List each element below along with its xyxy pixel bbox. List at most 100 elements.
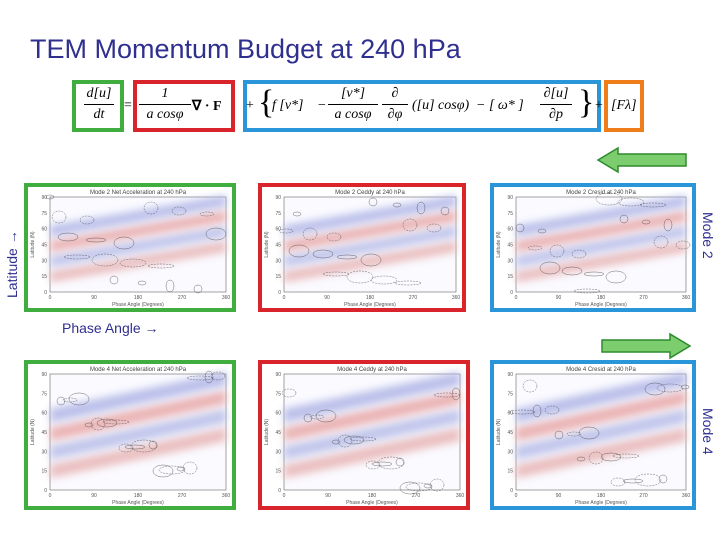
y-tick-label: 60 — [41, 227, 47, 233]
x-tick-label: 0 — [283, 295, 286, 301]
y-tick-label: 15 — [507, 274, 513, 280]
mode4-label: Mode 4 — [700, 408, 716, 455]
y-tick-label: 75 — [275, 391, 281, 397]
y-tick-label: 90 — [507, 372, 513, 378]
divergence-operator: ∇ · F — [192, 99, 222, 114]
figure-panel-row2-1: 90 75 60 45 30 15 0 0 90 180 270 360 Phase Angle (De… — [24, 360, 236, 510]
y-axis-label: Latitude (N) — [30, 419, 36, 445]
x-tick-label: 0 — [515, 295, 518, 301]
x-tick-label: 360 — [222, 295, 231, 301]
y-tick-label: 90 — [41, 372, 47, 378]
partial-p-fraction: ∂[u] ∂p — [540, 86, 572, 123]
y-tick-label: 15 — [41, 469, 47, 475]
y-tick-label: 45 — [507, 430, 513, 436]
y-tick-label: 0 — [278, 488, 281, 494]
x-axis-label: Phase Angle (Degrees) — [575, 302, 627, 308]
x-tick-label: 0 — [515, 493, 518, 499]
x-tick-label: 180 — [368, 493, 377, 499]
x-tick-label: 180 — [597, 295, 606, 301]
y-tick-label: 60 — [507, 411, 513, 417]
x-tick-label: 180 — [366, 295, 375, 301]
x-tick-label: 270 — [639, 493, 648, 499]
contour-plot: 90 75 60 45 30 15 00 90 180 270 360 Phase Angle (De… — [496, 367, 691, 506]
figure-panel-row2-2: 90 75 60 45 30 15 0 0 90 180 270 360 Phase Angle (De… — [258, 360, 470, 510]
x-tick-label: 360 — [682, 493, 691, 499]
y-tick-label: 0 — [510, 488, 513, 494]
contour-plot: 90 75 60 45 30 15 00 90 180 270 360 Phase Angle (De… — [30, 367, 231, 506]
x-tick-label: 90 — [324, 295, 330, 301]
y-tick-label: 45 — [275, 430, 281, 436]
equals-sign: = — [124, 98, 132, 113]
x-tick-label: 270 — [178, 295, 187, 301]
y-tick-label: 45 — [275, 243, 281, 249]
x-tick-label: 90 — [556, 493, 562, 499]
x-tick-label: 0 — [49, 493, 52, 499]
y-axis-label: Latitude (N) — [496, 419, 502, 445]
y-tick-label: 30 — [507, 258, 513, 264]
figure-panel-row1-2: 90 75 60 45 30 15 0 0 90 180 270 360 Phase Angle (De… — [258, 183, 466, 312]
x-tick-label: 0 — [49, 295, 52, 301]
panel-title: Mode 4 Ceddy at 240 hPa — [337, 367, 407, 373]
panel-title: Mode 2 Net Acceleration at 240 hPa — [90, 190, 187, 196]
term-box-eddy-flux — [133, 80, 235, 132]
y-tick-label: 30 — [41, 258, 47, 264]
y-tick-label: 60 — [275, 411, 281, 417]
y-tick-label: 30 — [275, 258, 281, 264]
x-axis-label: Phase Angle (Degrees) — [346, 500, 398, 506]
left-arrow-icon — [596, 146, 687, 174]
term-box-forcing — [604, 80, 644, 132]
u-cos-phi: ([u] cosφ) — [412, 98, 470, 113]
y-tick-label: 75 — [507, 391, 513, 397]
close-brace: } — [578, 84, 595, 121]
y-tick-label: 30 — [41, 449, 47, 455]
x-tick-label: 90 — [556, 295, 562, 301]
y-tick-label: 0 — [44, 290, 47, 296]
open-brace: { — [258, 84, 275, 121]
contour-plot: 90 75 60 45 30 15 00 90 180 270 360 Phase Angle (De… — [264, 367, 465, 506]
y-tick-label: 90 — [275, 195, 281, 201]
y-tick-label: 90 — [507, 195, 513, 201]
x-tick-label: 0 — [283, 493, 286, 499]
x-axis-label: Phase Angle (Degrees) — [112, 302, 164, 308]
y-tick-label: 90 — [275, 372, 281, 378]
y-tick-label: 75 — [275, 211, 281, 217]
x-tick-label: 90 — [91, 493, 97, 499]
y-tick-label: 60 — [507, 227, 513, 233]
net-acceleration-term: d[u] dt — [84, 86, 114, 123]
x-axis-label: Phase Angle (Degrees) — [112, 500, 164, 506]
y-tick-label: 75 — [41, 211, 47, 217]
x-tick-label: 360 — [222, 493, 231, 499]
forcing-term: [Fλ] — [611, 98, 637, 113]
figure-panel-row1-3: 90 75 60 45 30 15 0 0 90 180 270 360 Phase Angle (De… — [490, 183, 696, 312]
contour-plot: 90 75 60 45 30 15 00 90 180 270 360 Phase Angle (De… — [264, 190, 461, 308]
partial-phi-fraction: ∂ ∂φ — [382, 86, 408, 123]
x-tick-label: 360 — [456, 493, 465, 499]
vertical-velocity-term: − [ ω* ] — [476, 98, 524, 113]
right-arrow-icon — [601, 332, 692, 360]
minus-sign-1: − — [318, 98, 326, 113]
y-tick-label: 45 — [41, 243, 47, 249]
y-tick-label: 15 — [507, 469, 513, 475]
y-tick-label: 15 — [275, 469, 281, 475]
panel-title: Mode 4 Net Acceleration at 240 hPa — [90, 367, 187, 373]
x-tick-label: 270 — [178, 493, 187, 499]
y-tick-label: 75 — [507, 211, 513, 217]
panel-title: Mode 2 Cresid at 240 hPa — [566, 190, 636, 196]
x-tick-label: 270 — [639, 295, 648, 301]
y-tick-label: 60 — [41, 411, 47, 417]
x-tick-label: 180 — [134, 295, 143, 301]
x-tick-label: 360 — [452, 295, 461, 301]
x-tick-label: 180 — [134, 493, 143, 499]
term-box-net-acceleration — [72, 80, 124, 132]
coriolis-term: f [v*] — [272, 98, 304, 113]
latitude-label: Latitude → — [4, 230, 20, 298]
figure-panel-row1-1: 90 75 60 45 30 15 0 0 90 180 270 360 Phase Angle (De… — [24, 183, 236, 312]
mode2-label: Mode 2 — [700, 212, 716, 259]
y-tick-label: 15 — [41, 274, 47, 280]
x-tick-label: 270 — [412, 493, 421, 499]
y-axis-label: Latitude (N) — [496, 231, 502, 257]
y-axis-label: Latitude (N) — [264, 419, 270, 445]
term-box-residual — [243, 80, 601, 132]
x-tick-label: 180 — [597, 493, 606, 499]
